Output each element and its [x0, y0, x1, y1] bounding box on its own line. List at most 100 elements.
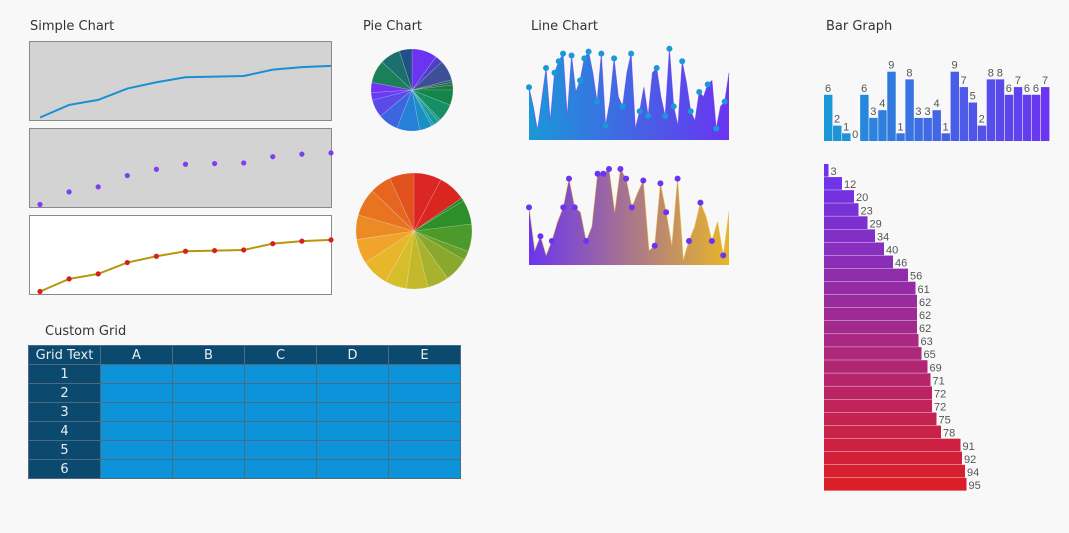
grid-cell[interactable] — [172, 364, 245, 384]
grid-cell[interactable] — [388, 402, 461, 422]
pie-1-plot — [370, 48, 454, 132]
bar-value-label: 29 — [870, 218, 882, 230]
data-point — [628, 204, 635, 211]
grid-cell[interactable] — [172, 383, 245, 403]
bar-value-label: 69 — [930, 362, 942, 374]
data-point — [37, 288, 43, 295]
grid-cell[interactable] — [100, 459, 173, 479]
data-point — [212, 247, 218, 254]
simple-scatter-plot — [37, 150, 334, 208]
data-point — [628, 50, 635, 57]
bar-value-label: 75 — [939, 415, 951, 427]
bar-value-label: 62 — [919, 297, 931, 309]
grid-cell[interactable] — [100, 402, 173, 422]
line-chart-2 — [526, 165, 730, 265]
grid-cell[interactable] — [316, 459, 389, 479]
pie-slice — [411, 56, 443, 91]
grid-cell[interactable] — [172, 459, 245, 479]
simple-chart-title: Simple Chart — [30, 19, 115, 34]
grid-cell[interactable] — [388, 440, 461, 460]
data-point — [577, 77, 584, 84]
grid-cell[interactable] — [316, 383, 389, 403]
grid-cell[interactable] — [316, 364, 389, 384]
grid-cell[interactable] — [100, 440, 173, 460]
grid-cell[interactable] — [100, 383, 173, 403]
grid-cell[interactable] — [100, 364, 173, 384]
bar-value-label: 92 — [964, 454, 976, 466]
grid-cell[interactable] — [244, 440, 317, 460]
grid-column-header[interactable]: E — [388, 345, 461, 365]
data-point — [566, 175, 572, 182]
grid-column-header[interactable]: B — [172, 345, 245, 365]
bar-value-label: 7 — [1015, 75, 1021, 87]
data-point — [666, 45, 673, 52]
grid-row-header[interactable]: 4 — [28, 421, 101, 441]
pie-slice — [371, 177, 415, 232]
data-point — [721, 98, 728, 105]
series-area — [529, 48, 729, 140]
grid-cell[interactable] — [244, 421, 317, 441]
bar — [824, 177, 842, 190]
bar-value-label: 61 — [918, 284, 930, 296]
pie-slice — [385, 230, 415, 289]
grid-row-header[interactable]: 2 — [28, 383, 101, 403]
grid-cell[interactable] — [388, 459, 461, 479]
grid-cell[interactable] — [316, 402, 389, 422]
bar-value-label: 62 — [919, 310, 931, 322]
data-point — [153, 166, 159, 172]
grid-cell[interactable] — [388, 383, 461, 403]
pie-slice — [379, 89, 413, 129]
data-point — [66, 189, 72, 195]
data-point — [696, 89, 703, 95]
data-point — [241, 160, 247, 166]
bar — [824, 216, 868, 229]
grid-column-header[interactable]: C — [244, 345, 317, 365]
data-point — [611, 55, 618, 62]
grid-cell[interactable] — [244, 402, 317, 422]
grid-row-header[interactable]: 6 — [28, 459, 101, 479]
bar — [824, 477, 967, 491]
grid-cell[interactable] — [172, 440, 245, 460]
pie-2-plot — [355, 172, 473, 290]
data-point — [328, 150, 334, 156]
grid-cell[interactable] — [388, 364, 461, 384]
bar-value-label: 46 — [895, 258, 907, 270]
bar — [824, 94, 833, 141]
grid-column-header[interactable]: A — [100, 345, 173, 365]
grid-cell[interactable] — [244, 364, 317, 384]
bar — [1040, 87, 1050, 141]
bar — [842, 133, 851, 141]
pie-slice — [371, 61, 413, 91]
pie-slice — [411, 48, 437, 91]
bar — [896, 133, 905, 141]
bar — [824, 242, 884, 256]
data-point — [581, 55, 588, 62]
grid-cell[interactable] — [100, 421, 173, 441]
grid-cell[interactable] — [172, 402, 245, 422]
grid-row-header[interactable]: 5 — [28, 440, 101, 460]
pie-slice — [357, 190, 415, 232]
grid-cell[interactable] — [316, 440, 389, 460]
grid-cell[interactable] — [244, 459, 317, 479]
data-point — [617, 166, 624, 172]
grid-cell[interactable] — [244, 383, 317, 403]
simple-line-markers-plot — [37, 237, 334, 295]
data-point — [657, 180, 664, 187]
bar-value-label: 6 — [1006, 83, 1012, 95]
grid-cell[interactable] — [316, 421, 389, 441]
grid-cell[interactable] — [172, 421, 245, 441]
data-point — [95, 184, 101, 190]
bar-value-label: 72 — [934, 388, 946, 400]
data-point — [526, 84, 532, 91]
grid-column-header[interactable]: D — [316, 345, 389, 365]
grid-row-header[interactable]: 3 — [28, 402, 101, 422]
grid-row-header[interactable]: 1 — [28, 364, 101, 384]
grid-corner-header[interactable]: Grid Text — [28, 345, 101, 365]
line-2-plot — [526, 166, 730, 265]
simple-scatter-chart — [29, 128, 334, 208]
pie-slice — [413, 172, 442, 232]
bar-value-label: 20 — [856, 192, 868, 204]
bar — [824, 294, 917, 308]
grid-cell[interactable] — [388, 421, 461, 441]
